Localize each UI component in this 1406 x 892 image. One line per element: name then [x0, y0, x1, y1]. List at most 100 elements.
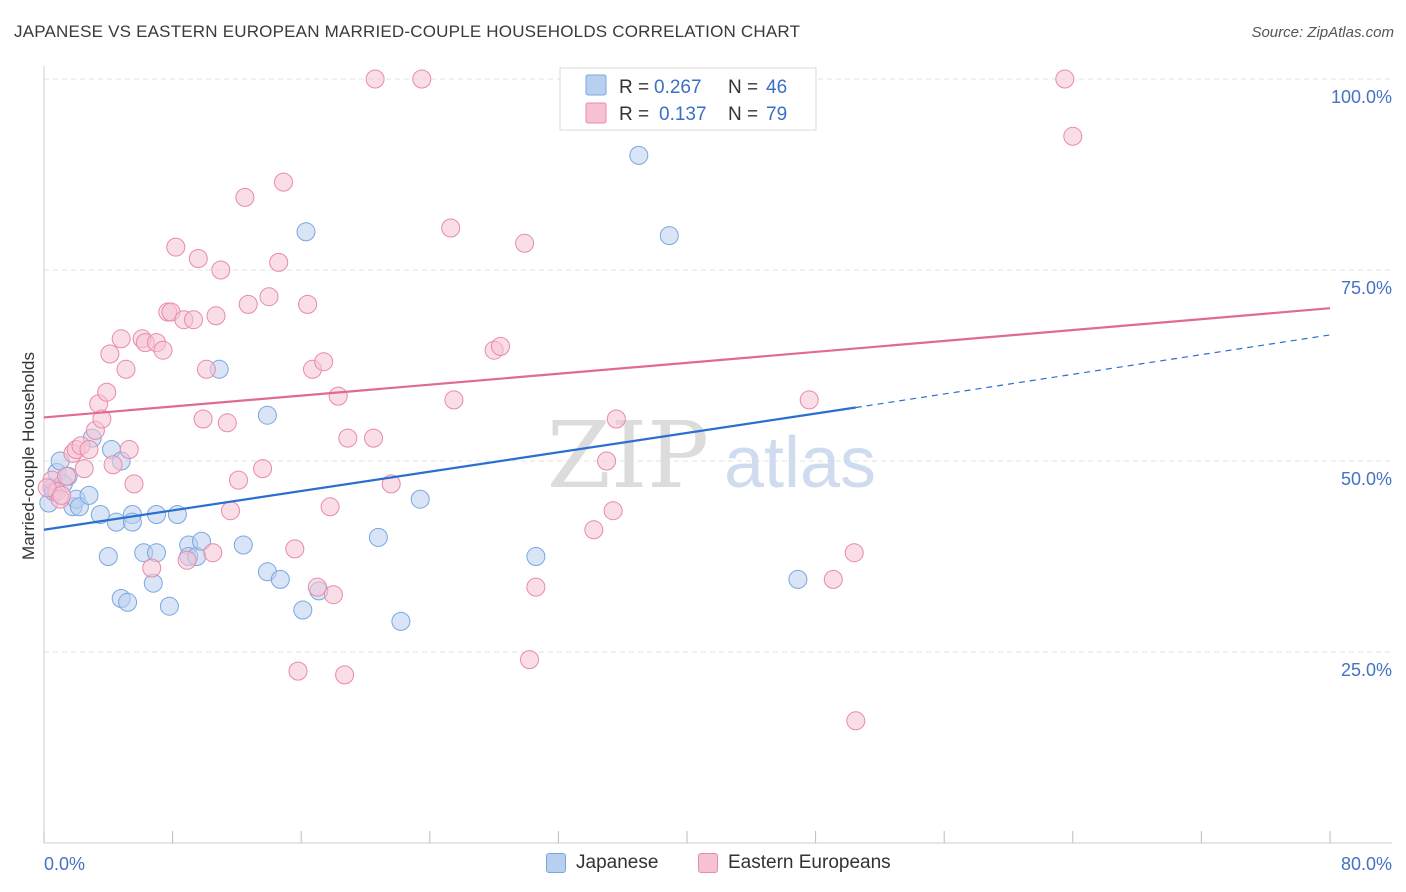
legend-r-japanese: 0.267 [654, 77, 702, 98]
japanese-trend-line [43, 406, 856, 531]
eastern-europeans-point-67 [603, 501, 623, 521]
eastern-europeans-point-65 [584, 520, 604, 540]
eastern-europeans-point-27 [184, 310, 203, 330]
eastern-europeans-point-47 [307, 577, 327, 597]
eastern-europeans-point-68 [606, 409, 626, 429]
japanese-point-10 [90, 505, 110, 524]
eastern-europeans-point-52 [335, 665, 355, 685]
eastern-europeans-point-71 [844, 543, 864, 563]
eastern-europeans-point-78 [97, 382, 117, 402]
eastern-europeans-point-73 [1055, 69, 1075, 89]
legend-r-label-japanese: R = [619, 77, 649, 98]
eastern-europeans-point-45 [298, 294, 318, 314]
axes [43, 66, 1392, 844]
eastern-europeans-point-30 [196, 359, 216, 379]
y-tick-labels: 25.0% 50.0% 75.0% 100.0% [1331, 87, 1392, 680]
eastern-europeans-point-76 [52, 485, 72, 505]
japanese-point-30 [233, 535, 253, 555]
japanese-point-12 [106, 512, 126, 532]
eastern-europeans-point-70 [823, 569, 843, 589]
eastern-europeans-point-77 [74, 459, 94, 479]
japanese-point-31 [257, 405, 277, 425]
japanese-point-21 [118, 592, 138, 612]
japanese-point-28 [192, 531, 211, 551]
eastern-europeans-point-33 [211, 260, 231, 280]
eastern-europeans-point-24 [166, 237, 186, 257]
eastern-europeans-point-55 [365, 69, 385, 89]
eastern-europeans-point-42 [274, 172, 293, 192]
legend-r-label-eastern-europeans: R = [619, 104, 649, 125]
japanese-point-8 [79, 485, 99, 505]
japanese-point-43 [788, 569, 808, 589]
legend-n-label-eastern-europeans: N = [728, 104, 758, 125]
eastern-europeans-point-3 [57, 466, 76, 486]
eastern-europeans-point-44 [288, 661, 308, 681]
legend-swatch-eastern-europeans [585, 102, 607, 124]
x-tick-min: 0.0% [44, 854, 85, 874]
legend-swatch-eastern-europeans-bottom [698, 853, 718, 873]
eastern-europeans-trend-line [43, 307, 1331, 419]
legend-n-label-japanese: N = [728, 77, 758, 98]
eastern-europeans-point-11 [103, 455, 123, 475]
gridlines [44, 78, 1392, 653]
eastern-europeans-point-59 [444, 390, 464, 410]
eastern-europeans-point-49 [320, 497, 340, 517]
eastern-europeans-point-56 [381, 474, 401, 494]
eastern-europeans-point-37 [238, 294, 258, 314]
stats-legend: R = 0.267 N = 46 R = 0.137 N = 79 [559, 67, 817, 131]
y-tick-label-1: 50.0% [1341, 469, 1392, 489]
eastern-europeans-point-7 [79, 440, 99, 459]
legend-swatch-japanese-bottom [546, 853, 566, 873]
eastern-europeans-point-35 [221, 501, 240, 521]
eastern-europeans-point-40 [259, 287, 279, 307]
eastern-europeans-point-72 [846, 711, 866, 731]
japanese-point-33 [270, 569, 290, 589]
eastern-europeans-point-39 [253, 459, 273, 479]
eastern-europeans-point-28 [188, 249, 208, 268]
eastern-europeans-point-31 [203, 543, 223, 563]
legend-label-eastern-europeans: Eastern Europeans [728, 852, 891, 873]
eastern-europeans-point-10 [92, 409, 112, 429]
eastern-europeans-point-53 [338, 428, 358, 448]
eastern-europeans-point-50 [323, 585, 343, 605]
japanese-point-41 [629, 145, 649, 165]
eastern-europeans-point-57 [412, 69, 432, 89]
chart-source: Source: ZipAtlas.com [1251, 24, 1394, 41]
eastern-europeans-point-36 [229, 470, 248, 490]
eastern-europeans-point-43 [285, 539, 305, 559]
japanese-point-16 [98, 547, 118, 566]
legend-n-japanese: 46 [766, 77, 787, 98]
watermark-atlas: atlas [724, 423, 876, 503]
japanese-point-40 [526, 547, 546, 566]
eastern-europeans-point-29 [193, 409, 213, 429]
eastern-europeans-point-21 [153, 340, 173, 360]
japanese-trend-extension [855, 334, 1331, 409]
eastern-europeans-point-48 [314, 352, 334, 372]
watermark: ZIP atlas [547, 402, 876, 509]
legend-n-eastern-europeans: 79 [766, 104, 787, 125]
eastern-europeans-point-19 [142, 558, 162, 578]
eastern-europeans-point-13 [111, 329, 131, 349]
eastern-europeans-point-63 [520, 650, 539, 670]
eastern-europeans-point-15 [119, 440, 139, 459]
japanese-point-38 [391, 611, 411, 631]
legend-r-eastern-europeans: 0.137 [659, 104, 707, 125]
japanese-point-42 [659, 226, 679, 246]
japanese-point-39 [410, 489, 430, 509]
x-tick-max: 80.0% [1341, 854, 1392, 874]
eastern-europeans-point-32 [206, 306, 226, 326]
eastern-europeans-point-41 [269, 252, 289, 272]
eastern-europeans-point-14 [116, 359, 136, 379]
eastern-europeans-point-62 [515, 233, 535, 253]
legend-item-japanese: Japanese [546, 852, 658, 874]
watermark-zip: ZIP [547, 402, 709, 509]
eastern-europeans-point-66 [597, 451, 617, 471]
eastern-europeans-point-54 [364, 428, 383, 448]
eastern-europeans-points [37, 69, 1083, 731]
japanese-point-34 [296, 222, 316, 242]
eastern-europeans-point-64 [526, 577, 546, 597]
eastern-europeans-point-69 [799, 390, 819, 410]
eastern-europeans-point-38 [235, 187, 255, 207]
y-tick-label-0: 25.0% [1341, 660, 1392, 680]
